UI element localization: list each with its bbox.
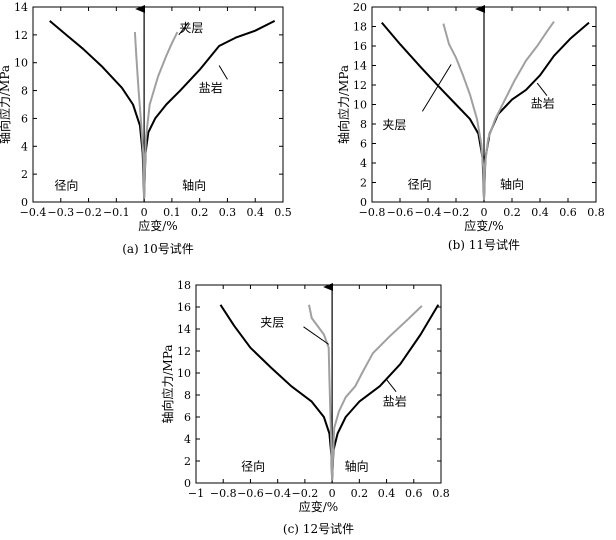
series-label: 夹层 [179,21,203,35]
series-leader-line [386,379,397,393]
plot-frame [32,6,284,203]
y-tick-label: 4 [184,433,191,446]
region-label: 径向 [54,177,78,192]
y-tick-label: 20 [353,1,367,14]
region-label: 径向 [241,459,265,474]
y-axis-label: 轴向应力/MPa [0,65,12,144]
y-tick-label: 8 [360,118,367,131]
x-tick-label: 0.4 [246,206,264,219]
y-tick-label: 14 [177,323,191,336]
x-tick-label: −0.4 [20,206,47,219]
y-tick-label: 2 [360,177,367,190]
y-tick-label: 4 [21,140,28,153]
y-tick-label: 18 [353,21,367,34]
x-tick-label: −0.6 [387,206,414,219]
series-label: 盐岩 [531,96,555,111]
series-line-2 [442,21,555,201]
x-tick-label: 0.2 [503,206,521,219]
x-tick-label: 0.4 [378,487,396,500]
x-tick-label: 0.1 [163,206,181,219]
y-tick-label: 6 [360,138,367,151]
y-axis-label: 轴向应力/MPa [160,344,175,423]
region-label: 轴向 [345,459,369,474]
x-axis-label: 应变/% [464,218,503,233]
y-tick-label: 2 [21,168,28,181]
chart-1: −0.4 −0.3 −0.2 −0.1 0 0.1 0.2 0.3 0.4 0.5 0 2 4 6 8 10 1… [0,1,292,256]
x-tick-label: 0.6 [559,206,577,219]
y-tick-label: 12 [177,345,191,358]
y-tick-label: 0 [184,477,191,490]
region-label: 轴向 [500,176,524,191]
x-tick-label: −0.2 [292,487,319,500]
y-tick-label: 10 [177,367,191,380]
series-label: 盐岩 [383,394,407,409]
x-tick-label: −1 [188,487,204,500]
x-tick-label: −0.6 [237,487,264,500]
y-tick-label: 12 [353,79,367,92]
x-tick-label: −0.4 [264,487,291,500]
series-label: 夹层 [382,118,406,132]
y-axis-label: 轴向应力/MPa [336,65,351,144]
x-tick-label: 0.8 [587,206,605,219]
y-tick-label: 16 [353,40,367,53]
y-tick-label: 10 [353,99,367,112]
y-tick-label: 16 [177,301,191,314]
chart-3: −1 −0.8 −0.6 −0.4 −0.2 0 0.2 0.4 0.6 0.8 0 2 4 6 8 10 12… [160,279,450,536]
y-tick-label: 2 [184,455,191,468]
region-label: 轴向 [182,177,206,192]
x-tick-label: 0.4 [531,206,549,219]
y-tick-label: 0 [360,196,367,209]
series-leader-line [218,65,228,80]
x-axis-label: 应变/% [138,218,177,233]
x-tick-label: 0.8 [432,487,450,500]
x-tick-label: 0.2 [191,206,209,219]
y-tick-label: 14 [14,1,28,14]
x-tick-label: 0.2 [351,487,369,500]
x-tick-label: 0.3 [219,206,237,219]
y-tick-label: 14 [353,60,367,73]
chart-caption: (a) 10号试件 [122,241,194,256]
y-tick-label: 6 [184,411,191,424]
series-leader-line [303,326,329,345]
y-tick-label: 12 [14,29,28,42]
series-line-2 [133,31,179,199]
series-leader-line [178,22,189,36]
y-tick-label: 8 [184,389,191,402]
series-leader-line [536,82,548,97]
y-tick-label: 4 [360,157,367,170]
x-tick-label: 0 [481,206,488,219]
x-tick-label: 0 [141,206,148,219]
series-line-1 [49,20,276,199]
x-axis-label: 应变/% [299,499,338,514]
x-tick-label: −0.1 [103,206,130,219]
y-tick-label: 10 [14,57,28,70]
x-tick-label: −0.3 [47,206,74,219]
x-tick-label: −0.2 [75,206,102,219]
chart-caption: (b) 11号试件 [448,237,520,252]
series-label: 夹层 [260,315,284,329]
chart-2: −0.8 −0.6 −0.4 −0.2 0 0.2 0.4 0.6 0.8 0 2 4 6 8 10 12 14… [336,1,605,252]
x-tick-label: −0.8 [210,487,237,500]
x-tick-label: 0.5 [274,206,292,219]
y-tick-label: 0 [21,196,28,209]
y-tick-label: 6 [21,112,28,125]
x-tick-label: −0.4 [415,206,442,219]
y-tick-label: 8 [21,85,28,98]
region-label: 径向 [408,176,432,191]
x-tick-label: −0.2 [443,206,470,219]
series-leader-line [421,64,452,112]
chart-caption: (c) 12号试件 [283,521,354,536]
series-label: 盐岩 [199,80,223,95]
plot-frame [195,284,442,484]
x-tick-label: 0 [329,487,336,500]
x-tick-label: −0.8 [359,206,386,219]
series-line-2 [308,304,423,481]
y-tick-label: 18 [177,279,191,292]
x-tick-label: 0.6 [405,487,423,500]
